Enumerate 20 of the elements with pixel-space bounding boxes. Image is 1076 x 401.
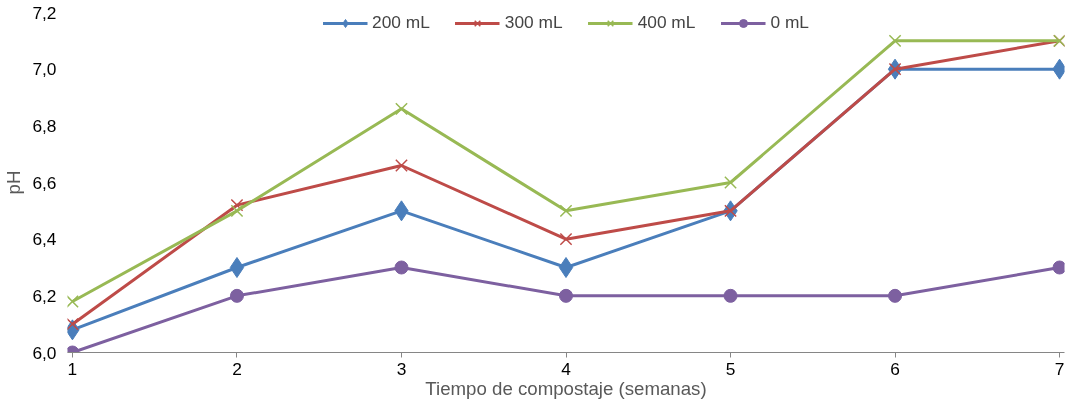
legend-label: 200 mL (372, 12, 430, 33)
y-tick-label: 6,6 (32, 172, 57, 193)
legend-label: 300 mL (504, 12, 563, 33)
y-tick-label: 6,2 (32, 285, 57, 306)
x-tick-label: 1 (67, 358, 78, 379)
x-tick-label: 6 (890, 358, 900, 379)
x-axis-title: Tiempo de compostaje (semanas) (425, 377, 707, 399)
y-tick-label: 7,2 (32, 2, 57, 23)
x-tick-label: 4 (561, 358, 572, 379)
y-tick-label: 6,0 (32, 342, 57, 363)
y-tick-label: 6,4 (32, 229, 57, 250)
x-tick-label: 3 (396, 358, 407, 379)
y-axis-title: pH (3, 170, 25, 195)
x-tick-label: 2 (232, 358, 242, 379)
legend-label: 0 mL (770, 12, 809, 33)
y-tick-label: 6,8 (32, 115, 57, 136)
legend-label: 400 mL (637, 12, 696, 33)
x-tick-label: 5 (725, 358, 736, 379)
x-tick-label: 7 (1054, 358, 1065, 379)
y-tick-label: 7,0 (32, 59, 57, 80)
